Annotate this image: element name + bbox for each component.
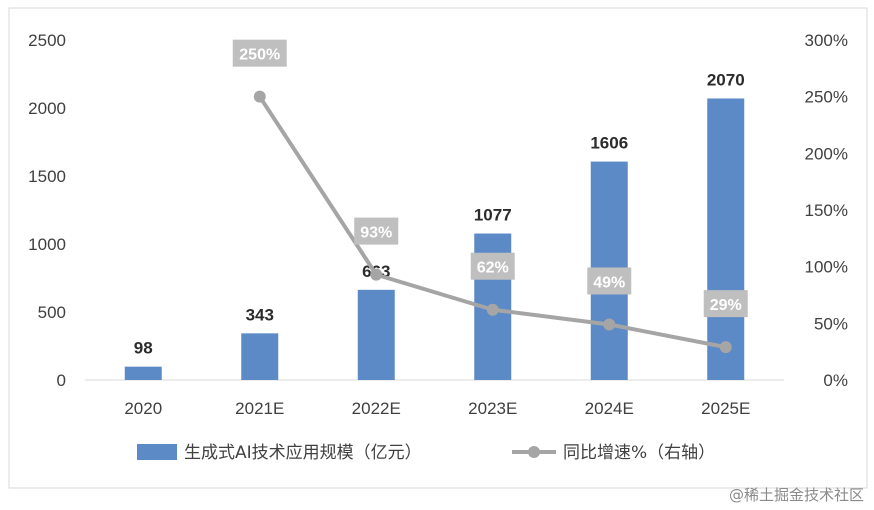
legend-bar-swatch (137, 444, 177, 460)
x-tick-label: 2023E (468, 399, 517, 418)
bar (124, 366, 162, 380)
x-tick-label: 2021E (235, 399, 284, 418)
watermark: @稀土掘金技术社区 (729, 486, 864, 504)
line-value-label: 49% (593, 274, 625, 291)
line-data-labels: 250% 93% 62% 49% 29% (232, 39, 748, 318)
line-value-box (232, 39, 287, 67)
bar-value-label: 2070 (707, 70, 745, 89)
bar-value-label: 98 (134, 339, 153, 358)
line-value-label: 29% (710, 297, 742, 314)
line-series (253, 90, 732, 354)
line-marker (486, 303, 499, 316)
right-tick-label: 150% (805, 201, 848, 220)
right-tick-label: 200% (805, 144, 848, 163)
line-value-label: 93% (360, 225, 392, 242)
bar-data-labels: 98343663107716062070 (134, 70, 745, 357)
line-marker (603, 318, 616, 331)
x-axis: 2020 2021E 2022E 2023E 2024E 2025E (124, 399, 750, 418)
legend: 生成式AI技术应用规模（亿元） 同比增速%（右轴） (137, 443, 715, 463)
x-tick-label: 2024E (585, 399, 634, 418)
left-tick-label: 2500 (28, 31, 66, 50)
bar-value-label: 1606 (590, 134, 628, 153)
x-tick-label: 2020 (124, 399, 162, 418)
left-tick-label: 1000 (28, 235, 66, 254)
bar-value-label: 343 (246, 305, 274, 324)
left-tick-label: 500 (38, 303, 66, 322)
bar-series (124, 98, 745, 380)
right-tick-label: 100% (805, 258, 848, 277)
right-tick-label: 0% (823, 371, 848, 390)
chart-border (8, 7, 868, 489)
line-value-box (354, 217, 399, 245)
line-marker (370, 268, 383, 281)
line-value-box (470, 252, 515, 280)
left-axis: 0 500 1000 1500 2000 2500 (28, 31, 66, 390)
bar (707, 98, 745, 380)
x-tick-label: 2022E (352, 399, 401, 418)
x-tick-label: 2025E (701, 399, 750, 418)
line-marker (719, 341, 732, 354)
bar-value-label: 1077 (474, 206, 512, 225)
right-tick-label: 50% (814, 314, 848, 333)
right-tick-label: 250% (805, 88, 848, 107)
line-marker (253, 90, 266, 103)
right-axis: 0% 50% 100% 150% 200% 250% 300% (805, 31, 848, 390)
left-tick-label: 2000 (28, 99, 66, 118)
left-tick-label: 1500 (28, 167, 66, 186)
right-tick-label: 300% (805, 31, 848, 50)
bar (357, 289, 395, 380)
left-tick-label: 0 (57, 371, 66, 390)
legend-line-label: 同比增速%（右轴） (563, 443, 715, 463)
line-value-label: 250% (239, 47, 280, 64)
line-value-box (587, 267, 632, 295)
legend-line-marker (528, 446, 540, 458)
line-value-box (703, 290, 748, 318)
line-value-label: 62% (477, 260, 509, 277)
legend-bar-label: 生成式AI技术应用规模（亿元） (184, 443, 422, 463)
bar (241, 333, 279, 380)
